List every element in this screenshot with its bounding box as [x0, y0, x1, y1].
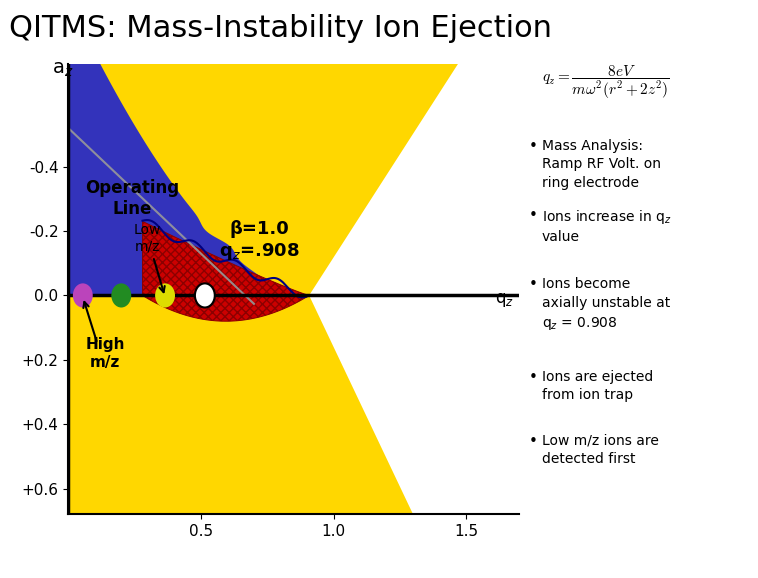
Text: High
m/z: High m/z — [86, 337, 125, 369]
Text: Ions are ejected
from ion trap: Ions are ejected from ion trap — [542, 370, 653, 402]
Text: Low m/z ions are
detected first: Low m/z ions are detected first — [542, 434, 659, 466]
Polygon shape — [143, 221, 309, 321]
Polygon shape — [309, 64, 519, 514]
Ellipse shape — [111, 283, 131, 307]
Text: Low
m/z: Low m/z — [134, 223, 164, 292]
Text: Ions become
axially unstable at
q$_z$ = 0.908: Ions become axially unstable at q$_z$ = … — [542, 277, 670, 332]
Text: •: • — [529, 277, 538, 292]
Text: •: • — [529, 434, 538, 449]
Text: •: • — [529, 370, 538, 385]
Text: •: • — [529, 208, 538, 223]
Ellipse shape — [73, 283, 92, 307]
Text: a$_z$: a$_z$ — [52, 60, 74, 79]
Text: q$_z$: q$_z$ — [495, 291, 514, 309]
Polygon shape — [68, 64, 309, 295]
Text: QITMS: Mass-Instability Ion Ejection: QITMS: Mass-Instability Ion Ejection — [9, 14, 552, 43]
Text: Operating
Line: Operating Line — [85, 179, 179, 218]
Text: Ions increase in q$_z$
value: Ions increase in q$_z$ value — [542, 208, 672, 244]
Ellipse shape — [195, 283, 215, 307]
Ellipse shape — [155, 283, 175, 307]
Text: β=1.0
q$_z$=.908: β=1.0 q$_z$=.908 — [219, 220, 299, 262]
Text: $q_z = \dfrac{8eV}{m\omega^2(r^2+2z^2)}$: $q_z = \dfrac{8eV}{m\omega^2(r^2+2z^2)}$ — [542, 64, 669, 101]
Text: •: • — [529, 139, 538, 154]
Text: Mass Analysis:
Ramp RF Volt. on
ring electrode: Mass Analysis: Ramp RF Volt. on ring ele… — [542, 139, 661, 190]
